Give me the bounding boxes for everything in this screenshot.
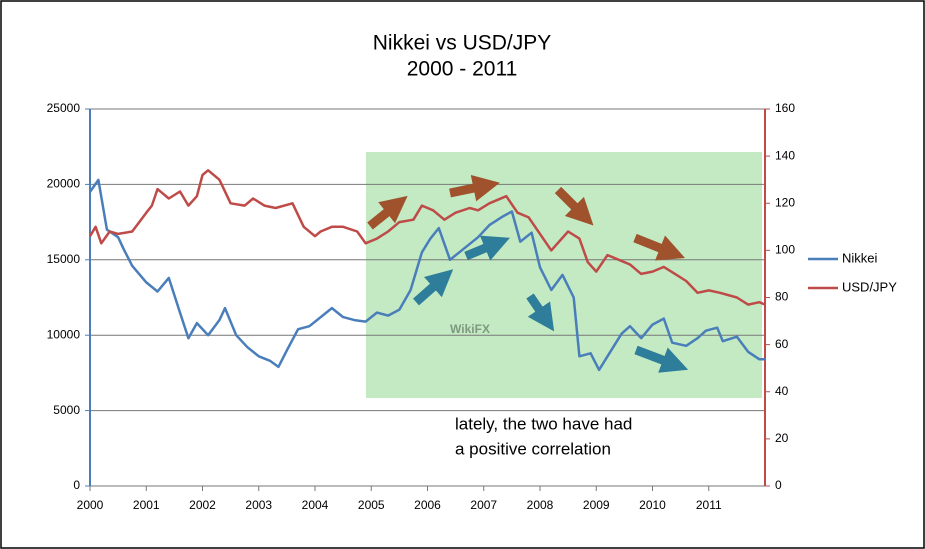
series-line — [88, 178, 765, 372]
legend-label: Nikkei — [842, 250, 878, 265]
x-tick-label: 2003 — [245, 498, 272, 512]
x-tick-label: 2007 — [470, 498, 497, 512]
y-tick-label: 25000 — [47, 101, 81, 115]
y2-tick-label: 140 — [775, 148, 795, 162]
chart-title: Nikkei vs USD/JPY — [373, 32, 552, 55]
y-tick-label: 15000 — [47, 252, 81, 266]
x-tick-label: 2009 — [583, 498, 610, 512]
x-tick-label: 2010 — [639, 498, 666, 512]
y2-tick-label: 40 — [775, 384, 789, 398]
x-tick-label: 2005 — [358, 498, 385, 512]
y-tick-label: 5000 — [53, 403, 80, 417]
arrow — [634, 345, 689, 373]
x-tick-label: 2008 — [527, 498, 554, 512]
legend-label: USD/JPY — [842, 279, 897, 294]
chart-subtitle: 2000 - 2011 — [407, 58, 518, 81]
y2-tick-label: 80 — [775, 290, 789, 304]
arrow — [367, 195, 408, 230]
y-tick-label: 20000 — [47, 177, 81, 191]
y2-tick-label: 100 — [775, 243, 795, 257]
y2-tick-label: 0 — [775, 478, 782, 492]
y2-tick-label: 120 — [775, 195, 795, 209]
arrow — [413, 269, 454, 306]
annotation: a positive correlation — [455, 439, 611, 458]
highlight-region — [366, 152, 762, 398]
y-tick-label: 10000 — [47, 327, 81, 341]
y-tick-label: 0 — [73, 478, 80, 492]
x-tick-label: 2004 — [302, 498, 329, 512]
x-tick-label: 2011 — [696, 498, 722, 512]
arrow — [554, 186, 594, 226]
x-tick-label: 2001 — [133, 498, 160, 512]
arrow — [449, 174, 500, 202]
annotation: lately, the two have had — [455, 414, 632, 433]
arrow — [464, 235, 510, 261]
x-tick-label: 2000 — [77, 498, 104, 512]
watermark: WikiFX — [450, 322, 490, 336]
y2-tick-label: 60 — [775, 337, 789, 351]
y2-tick-label: 20 — [775, 431, 789, 445]
plot-area: 0 5000 10000 15000 20000 25000 0 20 40 60 80 100 120… — [47, 101, 898, 512]
arrows — [367, 174, 689, 373]
x-tick-label: 2006 — [414, 498, 441, 512]
y2-tick-label: 160 — [775, 101, 795, 115]
x-tick-label: 2002 — [189, 498, 216, 512]
arrow — [526, 293, 555, 332]
arrow — [633, 233, 686, 261]
